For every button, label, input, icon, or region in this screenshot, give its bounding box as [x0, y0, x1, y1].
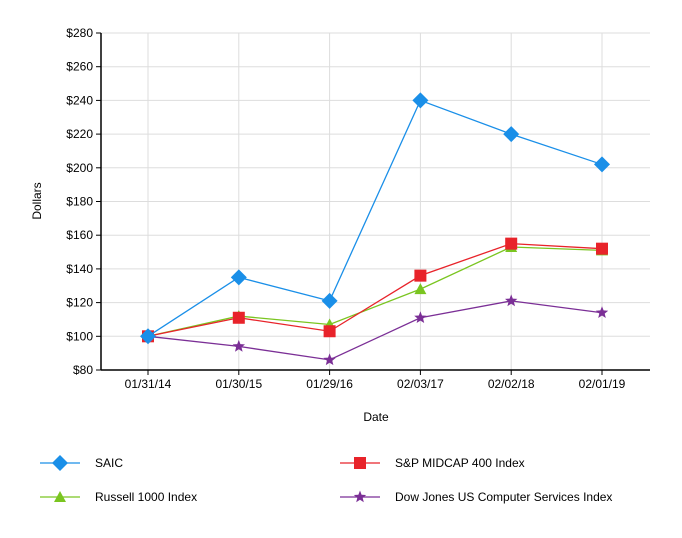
x-tick-label: 02/02/18 — [488, 377, 535, 391]
diamond-marker — [140, 328, 156, 345]
legend-label: Dow Jones US Computer Services Index — [395, 490, 612, 504]
y-tick-label: $100 — [66, 329, 93, 343]
y-tick-label: $120 — [66, 296, 93, 310]
legend-item: Dow Jones US Computer Services Index — [340, 490, 612, 504]
series-line — [147, 242, 603, 337]
square-marker — [505, 237, 518, 250]
legend-label: Russell 1000 Index — [95, 490, 197, 504]
series-line — [147, 99, 603, 337]
diamond-marker — [412, 92, 429, 109]
star-marker — [595, 306, 609, 318]
y-tick-label: $160 — [66, 228, 93, 242]
star-marker — [414, 311, 427, 323]
legend-item: SAIC — [40, 455, 123, 471]
y-tick-label: $200 — [66, 161, 93, 175]
series-saic — [140, 92, 610, 345]
series-line — [147, 246, 603, 337]
legend: SAIC S&P MIDCAP 400 Index Russell 1000 Ind… — [40, 455, 612, 504]
square-marker — [232, 311, 245, 324]
y-tick-label: $280 — [66, 26, 93, 40]
star-marker — [323, 353, 336, 366]
legend-label: S&P MIDCAP 400 Index — [395, 456, 525, 470]
series-line — [147, 300, 603, 361]
y-tick-label: $240 — [66, 93, 93, 107]
x-tick-label: 01/29/16 — [306, 377, 353, 391]
diamond-marker — [503, 126, 520, 143]
square-marker — [354, 457, 366, 469]
star-marker — [505, 294, 518, 307]
square-marker — [414, 269, 427, 282]
square-marker — [323, 325, 336, 338]
y-tick-label: $80 — [73, 363, 93, 377]
y-tick-label: $260 — [66, 60, 93, 74]
star-marker — [232, 339, 245, 352]
y-tick-label: $140 — [66, 262, 93, 276]
y-tick-label: $220 — [66, 127, 93, 141]
diamond-marker — [52, 455, 68, 471]
diamond-marker — [594, 156, 610, 173]
axes: $80 $100 $120 $140 $160 $180 $200 $220 $240 $260 $… — [66, 26, 650, 391]
y-axis-label: Dollars — [30, 182, 44, 219]
diamond-marker — [321, 292, 338, 309]
square-marker — [596, 242, 608, 255]
diamond-marker — [230, 269, 247, 286]
x-tick-label: 01/30/15 — [215, 377, 262, 391]
x-tick-label: 02/01/19 — [579, 377, 626, 391]
grid — [101, 32, 650, 370]
x-tick-label: 02/03/17 — [397, 377, 444, 391]
x-axis-label: Date — [363, 410, 389, 424]
legend-item: Russell 1000 Index — [40, 490, 197, 504]
x-tick-label: 01/31/14 — [125, 377, 172, 391]
triangle-marker — [414, 283, 427, 295]
y-tick-label: $180 — [66, 195, 93, 209]
legend-label: SAIC — [95, 456, 123, 470]
series-dow-jones-us-computer-services-index — [141, 294, 609, 366]
series-lines — [140, 92, 610, 366]
legend-item: S&P MIDCAP 400 Index — [340, 456, 525, 470]
star-marker — [353, 490, 367, 503]
series-russell-1000-index — [142, 240, 608, 342]
triangle-marker — [54, 491, 66, 502]
series-s-p-midcap-400-index — [142, 237, 608, 343]
